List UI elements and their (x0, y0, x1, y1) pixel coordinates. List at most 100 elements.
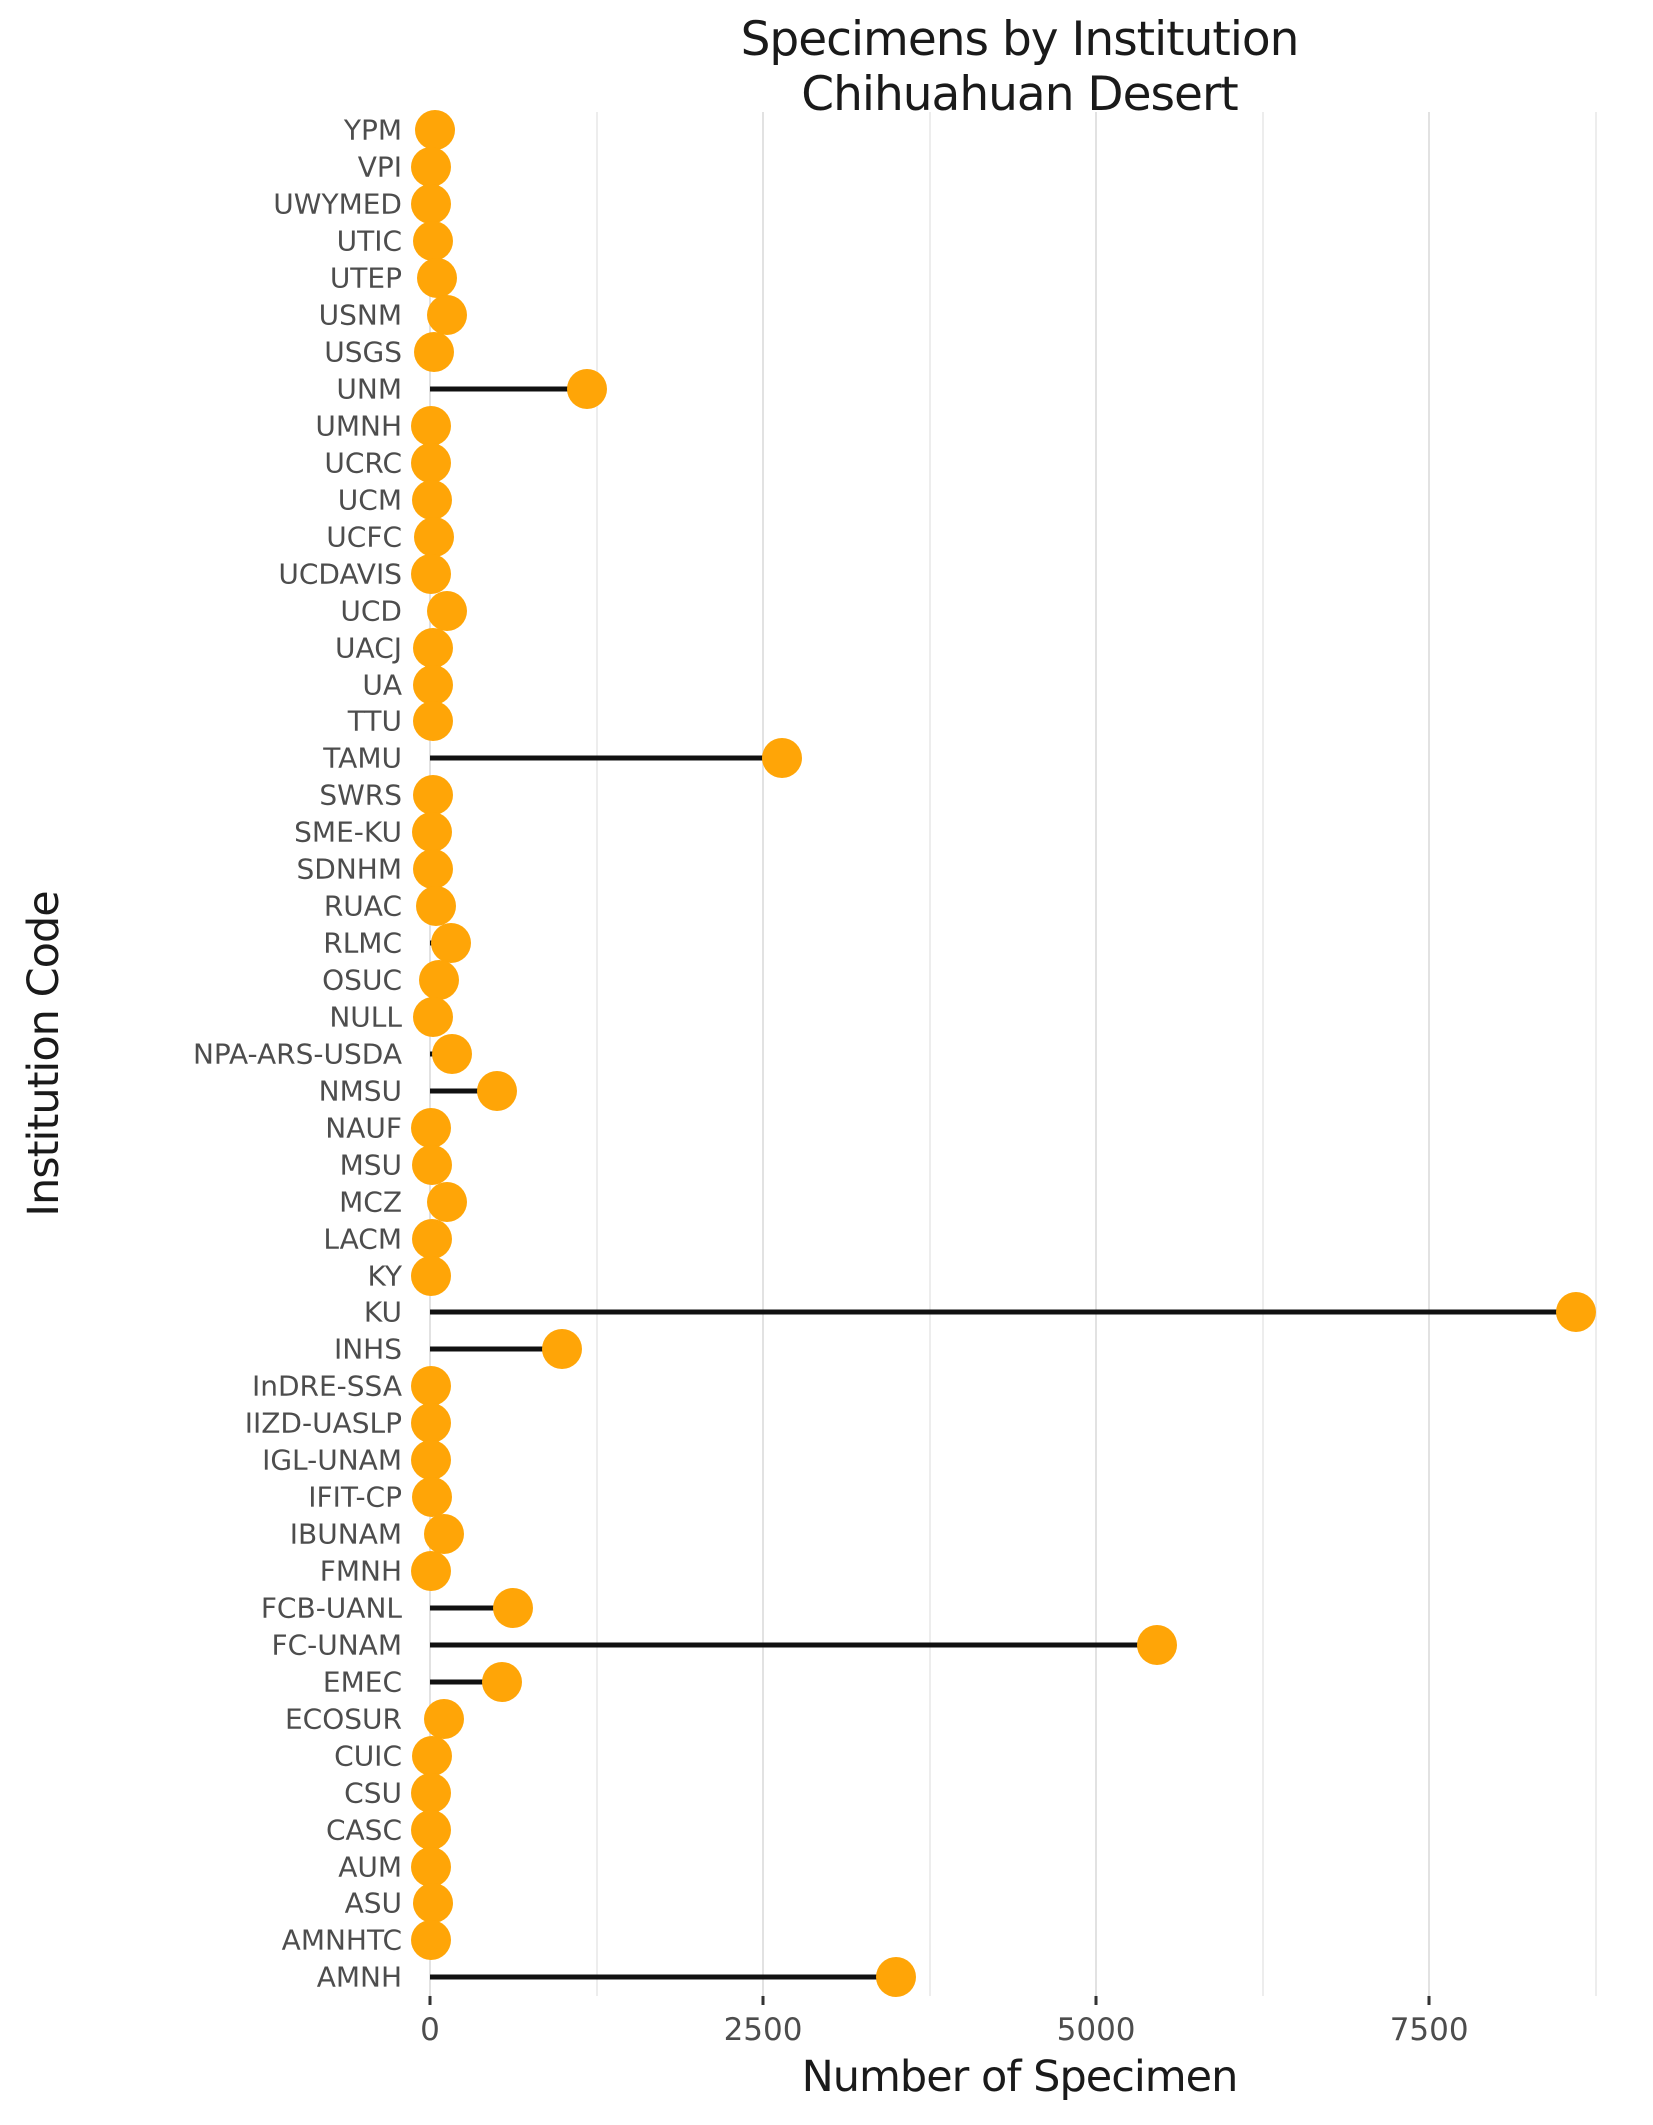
lollipop-dot (410, 1809, 451, 1850)
category-label: USNM (318, 298, 402, 332)
lollipop-dot (411, 1477, 452, 1518)
category-label: AMNH (316, 1960, 402, 1994)
x-tick-label: 5000 (1056, 2012, 1136, 2048)
chart-row: AMNHTC (282, 1920, 1621, 1961)
chart-row: AUM (338, 1846, 1621, 1887)
lollipop-dot (411, 479, 452, 520)
chart-row: SWRS (319, 775, 1621, 816)
lollipop-stem (429, 1974, 897, 1980)
chart-row: UCFC (326, 516, 1621, 557)
lollipop-dot (413, 332, 454, 373)
chart-row: LACM (323, 1218, 1621, 1259)
lollipop-stem (429, 386, 588, 392)
lollipop-dot (430, 923, 471, 964)
lollipop-dot (411, 553, 452, 594)
category-label: IFIT-CP (308, 1480, 402, 1514)
gridline-major (1428, 112, 1431, 1996)
chart-row: UMNH (315, 405, 1621, 446)
category-label: INHS (333, 1332, 402, 1366)
category-label: FCB-UANL (260, 1591, 402, 1625)
lollipop-stem (429, 1605, 513, 1611)
chart-row: UACJ (335, 627, 1621, 668)
chart-row: UCD (340, 590, 1621, 631)
chart-row: SDNHM (297, 849, 1621, 890)
category-label: NULL (329, 1000, 402, 1034)
chart-row: UCDAVIS (278, 553, 1621, 594)
lollipop-dot (427, 590, 468, 631)
lollipop-dot (411, 184, 452, 225)
chart-row: NULL (329, 996, 1621, 1037)
chart-row: IGL-UNAM (262, 1440, 1621, 1481)
category-label: UCM (337, 483, 402, 517)
chart-row: UTIC (337, 221, 1621, 262)
chart-row: InDRE-SSA (252, 1366, 1621, 1407)
lollipop-dot (410, 1920, 451, 1961)
lollipop-dot (412, 849, 453, 890)
lollipop-stem (429, 1088, 498, 1094)
lollipop-dot (412, 627, 453, 668)
x-tick-mark (1427, 1996, 1431, 2005)
lollipop-dot (876, 1957, 917, 1998)
lollipop-dot (415, 886, 456, 927)
category-label: AMNHTC (281, 1923, 402, 1957)
lollipop-stem (429, 755, 782, 761)
chart-row: RUAC (324, 886, 1621, 927)
category-label: UTIC (336, 224, 402, 258)
lollipop-stem (429, 1309, 1576, 1315)
gridline-major (762, 112, 765, 1996)
chart-title: Specimens by Institution Chihuahuan Dese… (418, 12, 1621, 123)
chart-row: UCM (338, 479, 1621, 520)
chart-row: AMNH (317, 1957, 1621, 1998)
category-label: MSU (339, 1148, 402, 1182)
rows-layer: YPM VPI UWYMED UTIC UTEP USNM USGS UNM UMNH UCRC U… (193, 110, 1621, 1998)
category-label: IGL-UNAM (262, 1443, 402, 1477)
lollipop-dot (410, 405, 451, 446)
category-label: ECOSUR (284, 1702, 402, 1736)
chart-row: UNM (336, 369, 1621, 410)
lollipop-dot (427, 295, 468, 336)
category-label: TTU (347, 704, 402, 738)
x-tick-label: 2500 (723, 2012, 803, 2048)
category-label: IIZD-UASLP (244, 1406, 402, 1440)
chart-row: FC-UNAM (271, 1624, 1621, 1665)
category-label: UACJ (335, 631, 402, 665)
chart-row: UA (362, 664, 1621, 705)
lollipop-dot (411, 1144, 452, 1185)
category-label: KU (363, 1295, 402, 1329)
lollipop-dot (410, 1255, 451, 1296)
category-label: IBUNAM (289, 1517, 402, 1551)
chart-row: UCRC (324, 442, 1621, 483)
chart-title-line2: Chihuahuan Desert (801, 67, 1238, 123)
category-label: NPA-ARS-USDA (192, 1037, 402, 1071)
chart-row: IFIT-CP (308, 1477, 1621, 1518)
category-label: UNM (336, 372, 402, 406)
lollipop-dot (410, 1772, 451, 1813)
chart-row: NAUF (325, 1107, 1621, 1148)
category-label: SWRS (319, 778, 402, 812)
chart-row: TTU (348, 701, 1621, 742)
chart-row: FMNH (320, 1551, 1621, 1592)
chart-row: YPM (344, 110, 1621, 151)
category-label: OSUC (322, 963, 402, 997)
y-axis-title-text: Institution Code (19, 891, 69, 1217)
category-label: UCRC (324, 446, 402, 480)
lollipop-stem (429, 1346, 562, 1352)
lollipop-dot (411, 1218, 452, 1259)
chart-row: IBUNAM (290, 1514, 1621, 1555)
lollipop-stem (429, 1679, 502, 1685)
lollipop-dot (412, 664, 453, 705)
lollipop-dot (1137, 1624, 1178, 1665)
lollipop-dot (413, 516, 454, 557)
lollipop-dot (411, 1846, 452, 1887)
category-label: UWYMED (273, 187, 402, 221)
lollipop-dot (412, 1883, 453, 1924)
gridline-minor (595, 112, 598, 1996)
chart-row: USNM (319, 295, 1621, 336)
lollipop-stem (429, 1642, 1158, 1648)
category-label: MCZ (339, 1185, 402, 1219)
lollipop-dot (412, 996, 453, 1037)
chart-row: CUIC (334, 1735, 1621, 1776)
chart-row: MCZ (339, 1181, 1621, 1222)
chart-row: CASC (326, 1809, 1621, 1850)
category-label: NAUF (325, 1111, 402, 1145)
